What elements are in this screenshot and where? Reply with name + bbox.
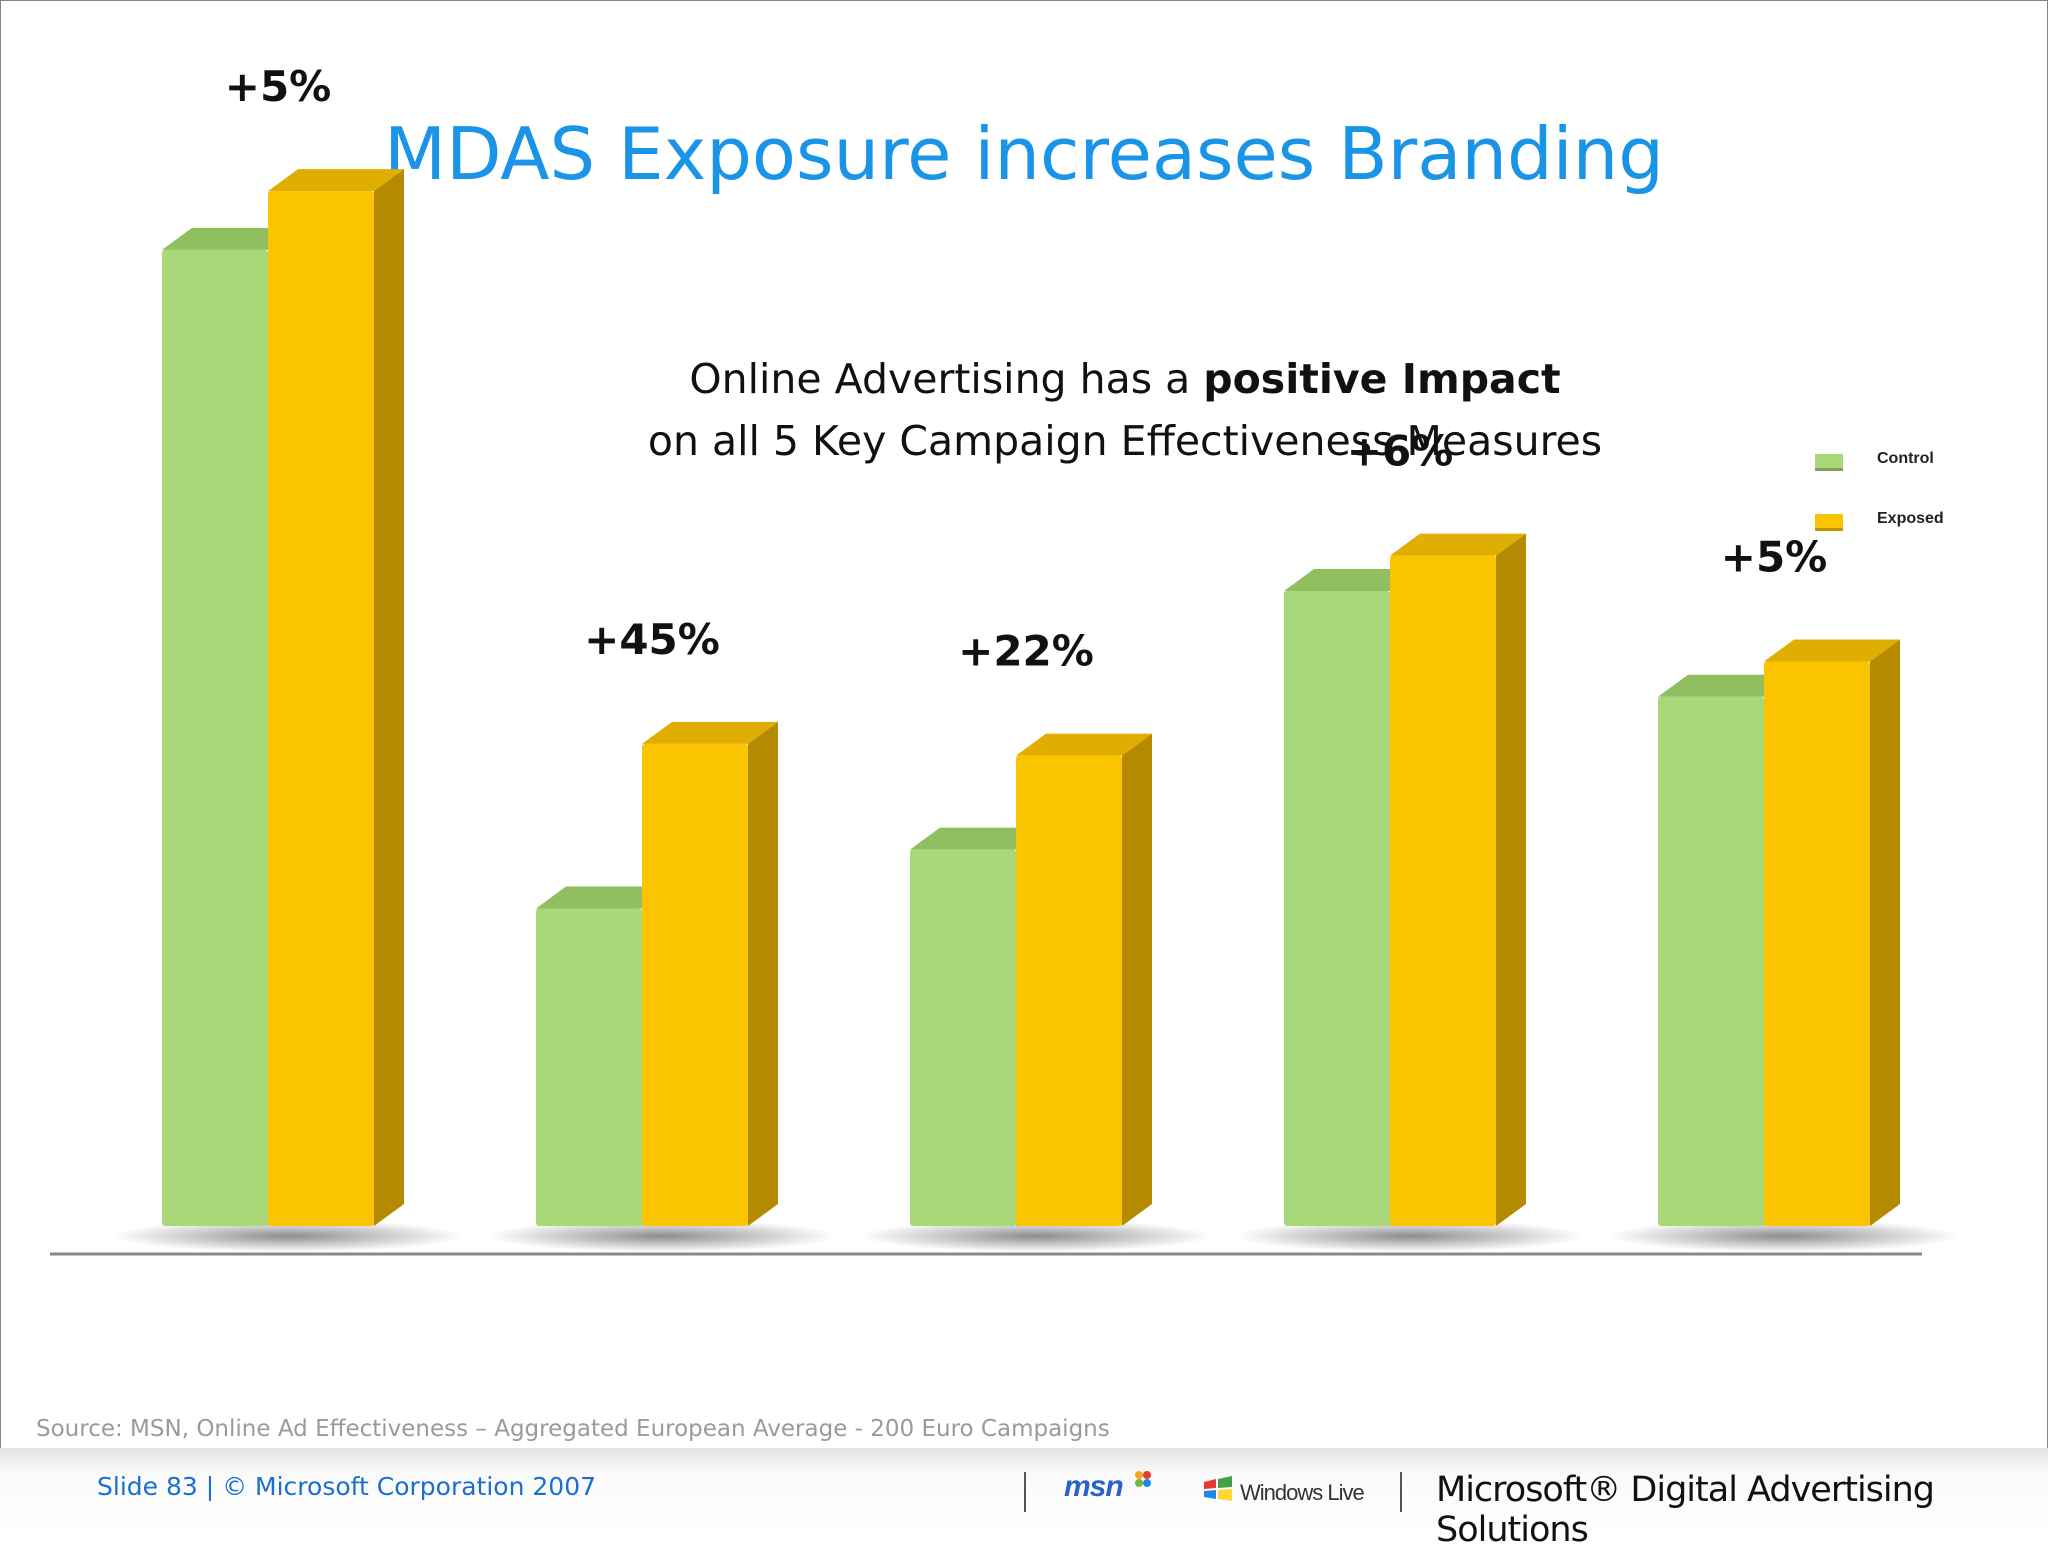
bar-exposed xyxy=(268,191,374,1226)
slide-title: MDAS Exposure increases Branding xyxy=(383,112,1664,196)
bar-side-exposed xyxy=(748,721,778,1226)
legend-swatch-control xyxy=(1815,454,1843,471)
bar-top-control xyxy=(910,827,1046,850)
bar-exposed xyxy=(1764,661,1870,1226)
subtitle-line-1-text: Online Advertising has a xyxy=(689,355,1204,403)
bar-control xyxy=(162,249,268,1227)
bar-annotation: +5% xyxy=(1721,533,1828,582)
bar-top-exposed xyxy=(1016,733,1152,756)
source-note: Source: MSN, Online Ad Effectiveness – A… xyxy=(36,1416,1110,1442)
bar-annotation: +22% xyxy=(958,627,1094,676)
bar-shadow xyxy=(1608,1220,1960,1252)
bar-shadow xyxy=(860,1220,1212,1252)
legend-swatch-exposed xyxy=(1815,514,1843,531)
legend-label-control: Control xyxy=(1877,450,1934,467)
subtitle-line-2: on all 5 Key Campaign Effectiveness Meas… xyxy=(647,417,1603,465)
windows-flag-icon xyxy=(1204,1476,1232,1501)
windows-live-logo: Windows Live xyxy=(1240,1480,1365,1505)
legend-item-control: Control xyxy=(1815,450,1944,510)
footer-separator xyxy=(1024,1472,1026,1512)
bar-shadow xyxy=(1234,1220,1586,1252)
bar-control xyxy=(1284,590,1390,1226)
bar-control xyxy=(536,908,642,1226)
bar-shadow xyxy=(486,1220,838,1252)
bar-top-control xyxy=(1284,568,1420,591)
slide-number: Slide 83 | © Microsoft Corporation 2007 xyxy=(97,1472,596,1501)
bar-exposed xyxy=(1016,755,1122,1226)
bar-side-exposed xyxy=(1870,639,1900,1226)
bar-control xyxy=(1658,696,1764,1226)
bar-annotation: +45% xyxy=(584,615,720,664)
bar-side-exposed xyxy=(1122,733,1152,1226)
bar-side-exposed xyxy=(1496,533,1526,1226)
msn-butterfly-icon xyxy=(1135,1471,1151,1487)
bar-top-control xyxy=(162,227,298,250)
bar-top-exposed xyxy=(1764,639,1900,662)
bar-top-exposed xyxy=(1390,533,1526,556)
chart-subtitle: Online Advertising has a positive Impact… xyxy=(600,348,1650,472)
legend-item-exposed: Exposed xyxy=(1815,510,1944,570)
bar-top-control xyxy=(536,886,672,909)
bar-top-control xyxy=(1658,674,1794,697)
subtitle-line-1: Online Advertising has a positive Impact xyxy=(600,348,1650,410)
bar-chart: +5% +45% +22% +6% +5% xyxy=(50,62,1960,1256)
msn-logo: msn xyxy=(1064,1470,1124,1503)
bar-top-exposed xyxy=(268,169,404,192)
bar-exposed xyxy=(1390,555,1496,1226)
bar-control xyxy=(910,849,1016,1226)
chart-legend: Control Exposed xyxy=(1815,450,1944,570)
bar-annotation: +6% xyxy=(1347,427,1454,476)
bar-annotation: +5% xyxy=(225,62,332,111)
subtitle-line-1-bold: positive Impact xyxy=(1203,355,1561,403)
legend-label-exposed: Exposed xyxy=(1877,510,1944,527)
bar-shadow xyxy=(112,1220,464,1252)
bar-side-exposed xyxy=(374,169,404,1226)
bar-exposed xyxy=(642,743,748,1226)
footer-separator-2 xyxy=(1400,1472,1402,1512)
brand-name: Microsoft® Digital Advertising Solutions xyxy=(1436,1470,1935,1550)
bar-top-exposed xyxy=(642,721,778,744)
